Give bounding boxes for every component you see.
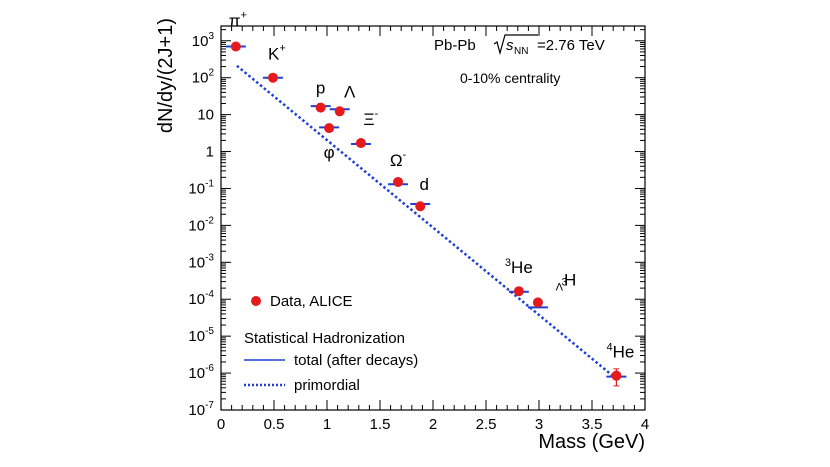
y-tick-label: 102	[192, 68, 215, 87]
data-point	[611, 370, 622, 381]
x-tick-label: 0.5	[264, 416, 285, 433]
particle-label: 4He	[606, 342, 634, 362]
x-tick-label: 1.5	[370, 416, 391, 433]
data-point	[415, 201, 426, 212]
y-tick-label: 1	[206, 144, 214, 161]
data-point	[324, 123, 335, 134]
x-tick-label: 3	[535, 416, 543, 433]
annotation-energy: =2.76 TeV	[537, 37, 605, 54]
particle-label: Ξ-	[364, 108, 379, 129]
annotation-system: Pb-Pb s NN =2.76 TeV	[434, 34, 605, 57]
particle-label: 3He	[505, 257, 533, 277]
data-point	[230, 41, 241, 52]
legend-data-marker	[251, 296, 261, 306]
y-tick-label: 10-1	[188, 178, 214, 197]
x-tick-label: 2.5	[476, 416, 497, 433]
x-axis-label: Mass (GeV)	[538, 431, 645, 453]
legend: Data, ALICE Statistical Hadronization to…	[244, 293, 418, 394]
particle-label: Ω-	[390, 149, 407, 170]
legend-data-label: Data, ALICE	[270, 293, 353, 310]
data-point	[393, 176, 404, 187]
y-tick-label: 10-7	[188, 400, 214, 419]
particle-label: φ	[324, 143, 335, 162]
annotation-sqrt-s-sub: NN	[514, 46, 528, 57]
data-point	[532, 297, 543, 308]
data-points	[230, 41, 622, 387]
y-tick-label: 103	[192, 31, 215, 50]
x-tick-label: 4	[641, 416, 649, 433]
svg-text:Pb-Pb: Pb-Pb	[434, 37, 476, 54]
axis-ticks	[220, 26, 646, 411]
point-labels: π+ K+ p φ Λ Ξ- Ω-d 3He 3ΛH 4He	[229, 9, 635, 361]
x-tick-label: 1	[323, 416, 331, 433]
annotation-system-prefix: Pb-Pb	[434, 37, 476, 54]
y-tick-label: 10-3	[188, 252, 214, 271]
data-point	[315, 102, 326, 113]
x-tick-label: 2	[429, 416, 437, 433]
y-tick-label: 10-5	[188, 326, 214, 345]
y-tick-label: 10-4	[188, 289, 214, 308]
particle-label: π+	[229, 9, 247, 30]
x-tick-label: 0	[217, 416, 225, 433]
particle-label: p	[316, 79, 325, 98]
data-point	[267, 72, 278, 83]
y-tick-label: 10-2	[188, 215, 214, 234]
annotation-sqrt-s: s	[506, 37, 514, 54]
tick-labels: 0 0.5 1 1.5 2 2.5 3 3.5 410310210110-110-210-310…	[188, 31, 649, 433]
particle-label: Λ	[344, 82, 356, 101]
annotation-centrality: 0-10% centrality	[460, 70, 560, 86]
particle-label: d	[420, 175, 429, 194]
y-tick-label: 10-6	[188, 363, 214, 382]
legend-total-label: total (after decays)	[294, 352, 418, 369]
x-tick-label: 3.5	[582, 416, 603, 433]
y-tick-label: 10	[197, 107, 214, 124]
particle-label: K+	[268, 43, 286, 64]
y-axis-label: dN/dy/(2J+1)	[155, 18, 177, 133]
data-point	[355, 138, 366, 149]
primordial-line	[236, 64, 618, 380]
sqrt-symbol	[493, 34, 538, 56]
legend-primordial-label: primordial	[294, 377, 360, 394]
data-point	[513, 286, 524, 297]
legend-model-title: Statistical Hadronization	[244, 330, 405, 347]
data-point	[334, 106, 345, 117]
particle-label: 3ΛH	[556, 270, 577, 293]
